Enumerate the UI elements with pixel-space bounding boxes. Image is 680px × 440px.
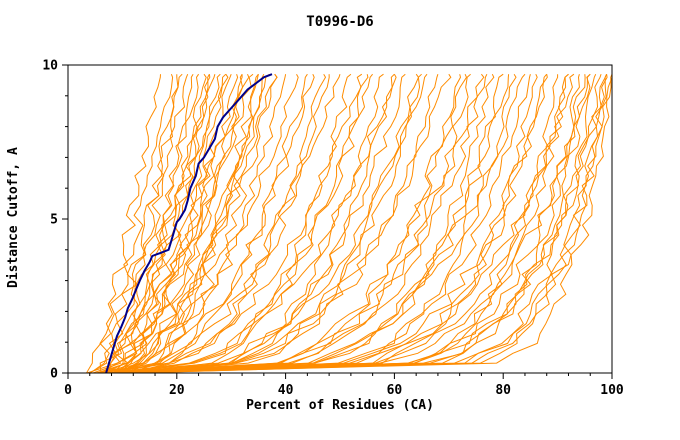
model-curve xyxy=(123,73,244,374)
model-curve xyxy=(106,73,259,374)
x-tick-label: 20 xyxy=(169,383,185,398)
model-curve xyxy=(138,74,608,374)
model-curve xyxy=(110,73,485,374)
y-axis-label: Distance Cutoff, A xyxy=(6,147,21,288)
model-curve xyxy=(97,73,315,374)
model-curve xyxy=(116,74,287,374)
model-curve xyxy=(111,73,373,374)
model-curve xyxy=(114,73,384,374)
model-curve xyxy=(106,73,207,374)
model-curve xyxy=(138,73,397,374)
model-curve xyxy=(129,74,559,374)
x-tick-label: 80 xyxy=(495,383,511,398)
model-curve xyxy=(137,73,422,374)
model-curve xyxy=(111,73,395,374)
model-curve xyxy=(108,73,200,374)
y-tick-label: 5 xyxy=(50,213,58,228)
model-curve xyxy=(111,73,538,374)
chart-title: T0996-D6 xyxy=(306,14,374,30)
x-tick-label: 40 xyxy=(278,383,294,398)
model-curve xyxy=(96,73,278,374)
model-curve xyxy=(99,73,608,374)
model-curve xyxy=(97,73,265,374)
model-curve xyxy=(107,73,327,374)
model-curve xyxy=(107,73,452,374)
model-curve xyxy=(95,73,526,374)
model-curve xyxy=(128,73,575,374)
model-curve xyxy=(122,73,352,374)
model-curves xyxy=(86,73,613,374)
model-curve xyxy=(109,74,250,374)
model-curve xyxy=(120,73,270,374)
model-curve xyxy=(93,74,580,374)
model-curve xyxy=(127,74,613,374)
highlight-polyline xyxy=(105,73,273,374)
x-tick-label: 100 xyxy=(600,383,624,398)
model-curve xyxy=(86,74,161,374)
model-curve xyxy=(117,74,462,374)
x-axis-label: Percent of Residues (CA) xyxy=(246,398,434,413)
model-curve xyxy=(127,74,330,374)
highlighted-model-curve xyxy=(105,73,273,374)
model-curve xyxy=(127,74,439,374)
x-axis-ticks: 0 20 40 60 80 100 xyxy=(64,373,624,398)
model-curve xyxy=(99,73,428,374)
model-curve xyxy=(133,73,548,374)
model-curve xyxy=(131,74,259,374)
x-tick-label: 0 xyxy=(64,383,72,398)
model-curve xyxy=(86,74,239,374)
model-curve xyxy=(89,74,189,374)
model-curve xyxy=(135,73,569,374)
model-curve xyxy=(89,74,174,374)
model-curve xyxy=(112,74,586,374)
model-curve xyxy=(137,74,510,374)
model-curve xyxy=(112,73,420,374)
model-curve xyxy=(129,73,468,374)
x-tick-label: 60 xyxy=(387,383,403,398)
model-curve xyxy=(108,74,613,374)
y-tick-label: 0 xyxy=(50,367,58,382)
y-tick-label: 10 xyxy=(42,59,58,74)
model-curve xyxy=(99,73,254,374)
model-curve xyxy=(112,73,210,374)
model-curve xyxy=(133,73,488,374)
model-curve xyxy=(107,74,341,374)
model-curve xyxy=(105,74,243,374)
model-curve xyxy=(117,73,608,374)
model-curve xyxy=(131,73,308,374)
model-curve xyxy=(92,73,227,374)
model-curve xyxy=(119,73,517,374)
y-axis-ticks: 0 5 10 xyxy=(42,59,68,382)
model-curve xyxy=(97,73,363,374)
model-curve xyxy=(106,73,495,374)
model-curve xyxy=(130,74,531,374)
